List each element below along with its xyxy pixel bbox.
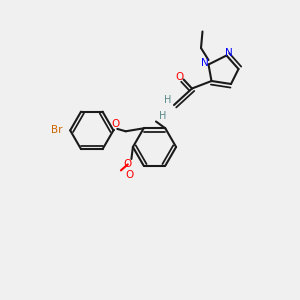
Text: O: O: [124, 159, 132, 170]
Text: O: O: [176, 72, 184, 82]
Text: N: N: [201, 58, 209, 68]
Text: N: N: [225, 48, 233, 58]
Text: O: O: [126, 169, 134, 180]
Text: Br: Br: [51, 125, 62, 135]
Text: H: H: [164, 94, 172, 105]
Text: O: O: [112, 119, 120, 129]
Text: H: H: [159, 111, 166, 121]
